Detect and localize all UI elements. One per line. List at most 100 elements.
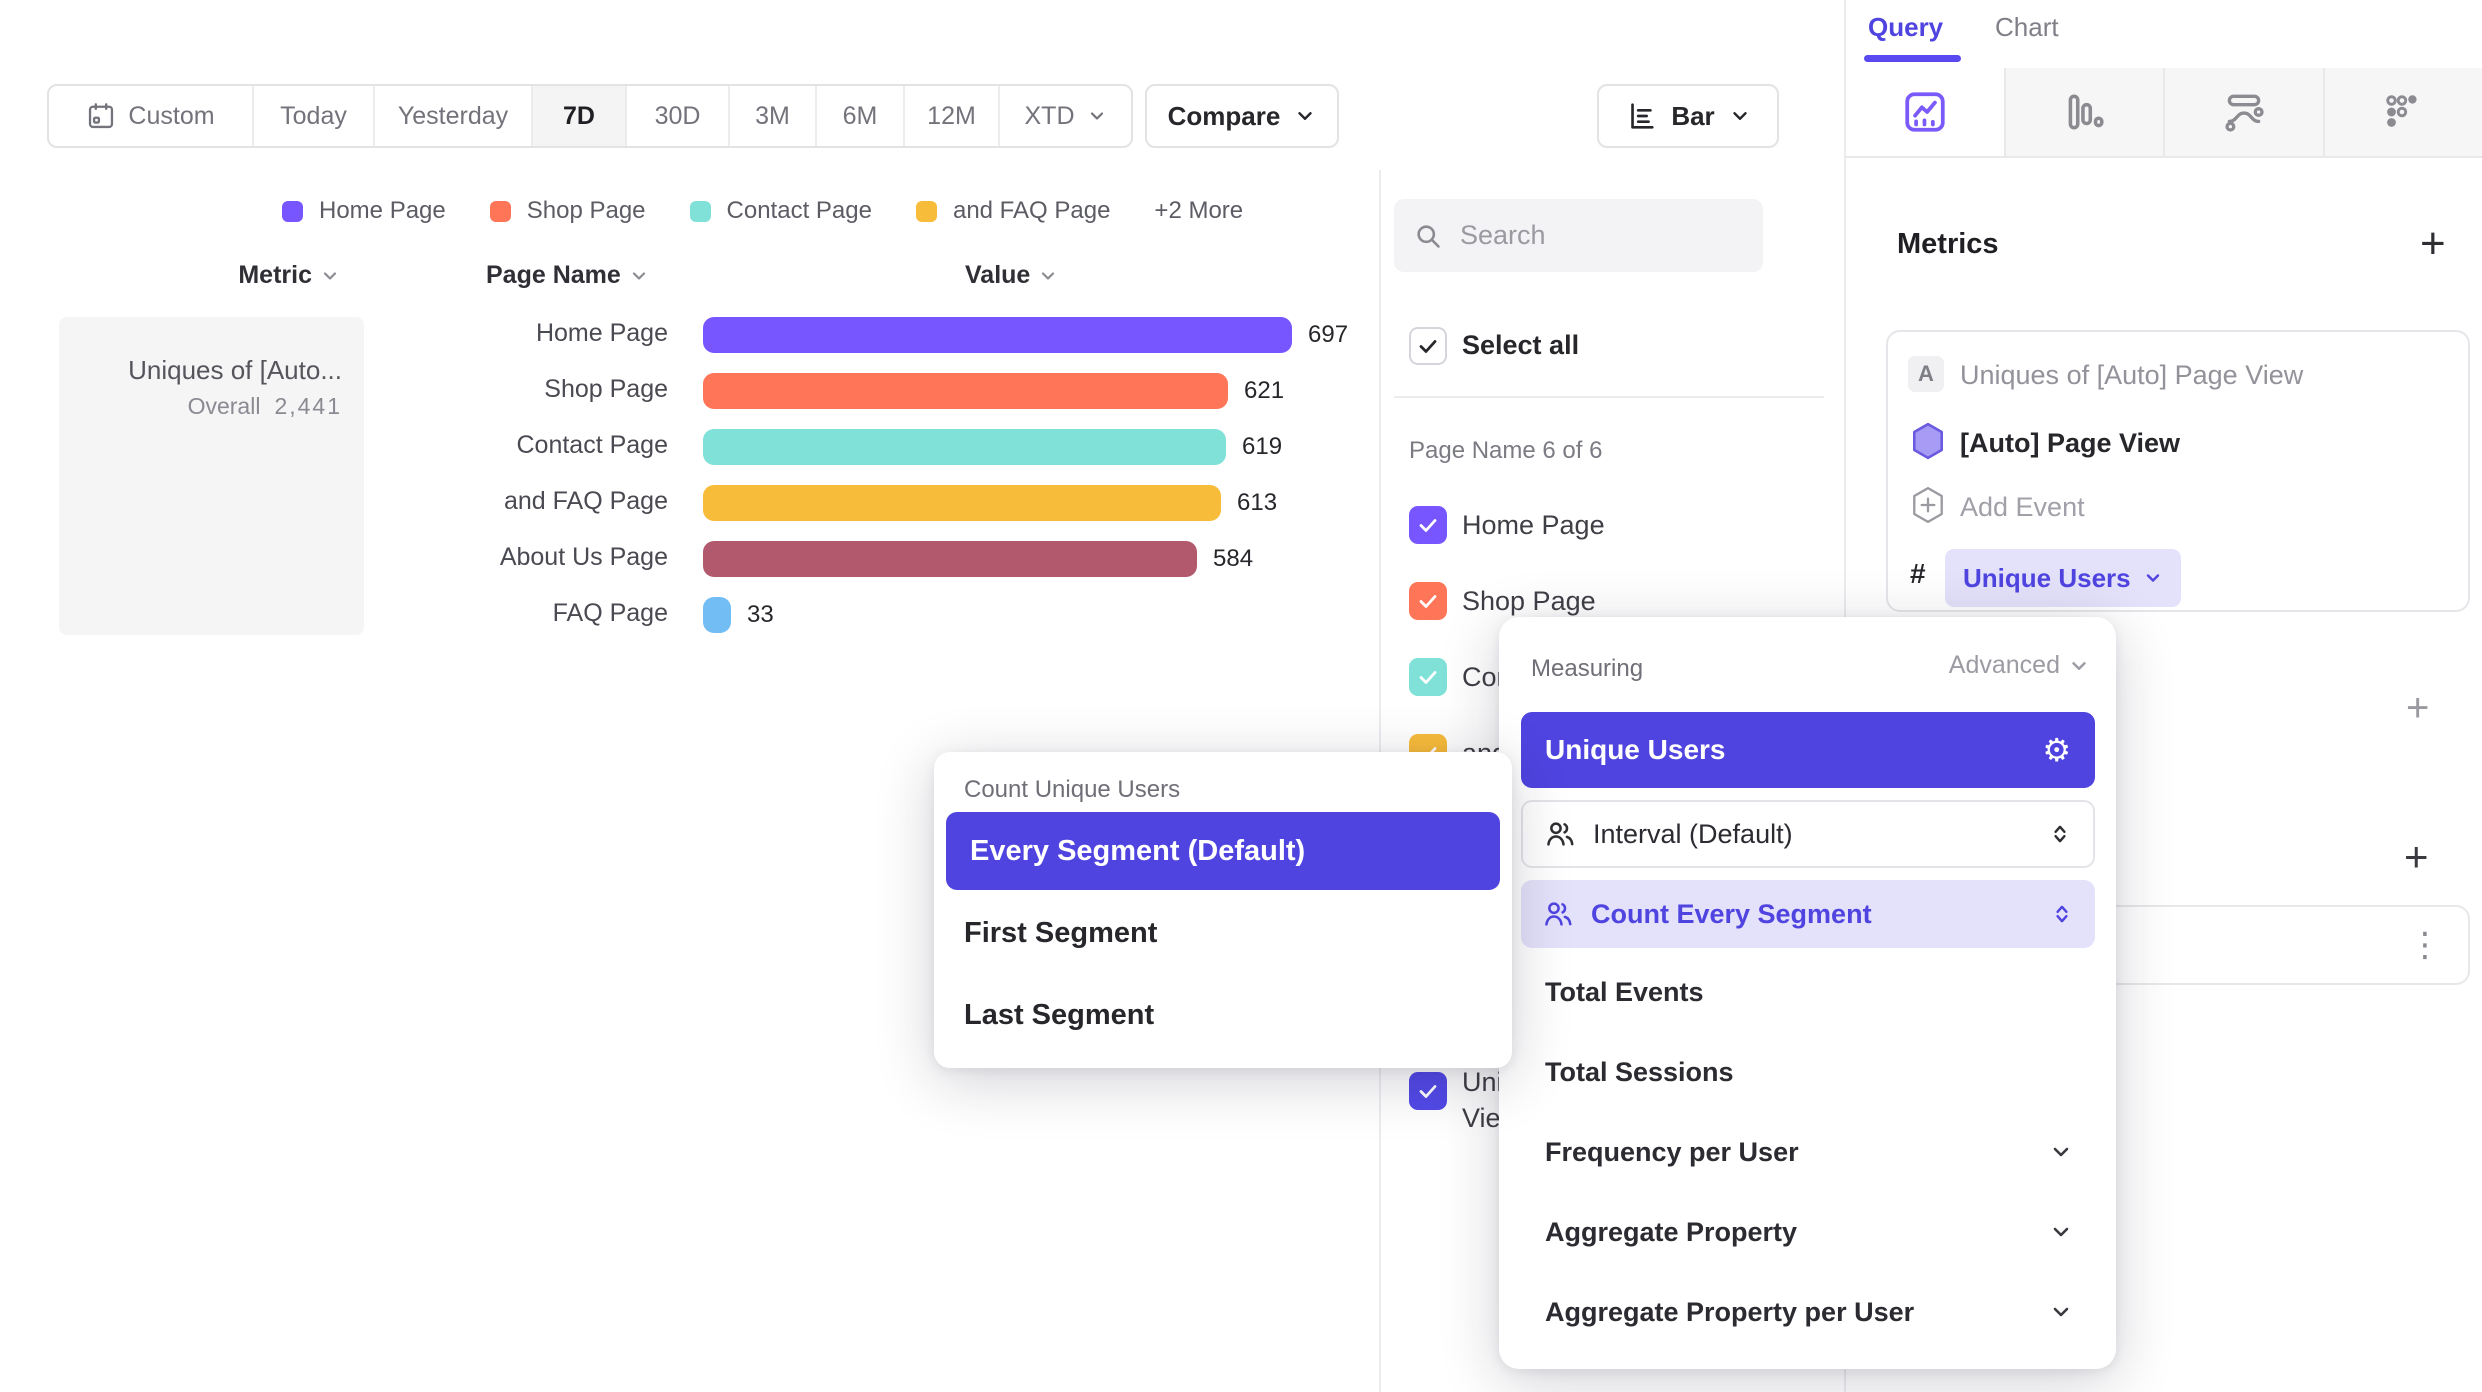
check-icon xyxy=(1419,1085,1437,1098)
date-range-7d[interactable]: 7D xyxy=(533,86,627,146)
users-icon xyxy=(1545,902,1572,926)
legend-label: Shop Page xyxy=(526,197,646,224)
chevron-down-icon xyxy=(1042,271,1055,280)
bar-home-page[interactable] xyxy=(703,317,1292,353)
chevron-down-icon xyxy=(2053,1227,2069,1237)
chart-type-selector[interactable]: Bar xyxy=(1597,84,1779,148)
date-range-12m[interactable]: 12M xyxy=(905,86,1000,146)
check-icon xyxy=(1419,340,1437,353)
date-range-today[interactable]: Today xyxy=(254,86,375,146)
column-header-metric[interactable]: Metric xyxy=(140,261,340,290)
segment-search[interactable] xyxy=(1394,199,1763,272)
segment-option-every-segment[interactable]: Every Segment (Default) xyxy=(946,812,1500,890)
date-range-xtd[interactable]: XTD xyxy=(1000,86,1131,146)
gear-icon[interactable]: ⚙ xyxy=(2042,732,2071,768)
date-range-custom[interactable]: Custom xyxy=(49,86,254,146)
column-header-value[interactable]: Value xyxy=(965,261,1058,290)
date-range-6m[interactable]: 6M xyxy=(817,86,905,146)
filter-checkbox-contact-page[interactable] xyxy=(1409,658,1447,696)
column-header-page-name[interactable]: Page Name xyxy=(486,261,649,290)
segment-option-last-segment[interactable]: Last Segment xyxy=(964,998,1155,1031)
sort-chevrons-icon xyxy=(2054,825,2066,843)
flows-icon xyxy=(2225,94,2264,132)
report-type-tabs xyxy=(1846,68,2482,158)
bar-row-label: FAQ Page xyxy=(552,599,668,627)
column-label: Page Name xyxy=(486,261,621,289)
compare-button[interactable]: Compare xyxy=(1145,84,1339,148)
measure-label: Unique Users xyxy=(1963,562,2131,593)
chevron-down-icon xyxy=(1090,112,1103,120)
bar-about-us-page[interactable] xyxy=(703,541,1197,577)
date-range-label: 30D xyxy=(654,101,701,130)
select-all-checkbox[interactable] xyxy=(1409,327,1447,365)
bar-and-faq-page[interactable] xyxy=(703,485,1221,521)
bar-row-label: About Us Page xyxy=(499,543,668,571)
segment-option-first-segment[interactable]: First Segment xyxy=(964,916,1158,949)
menu-option-frequency-per-user[interactable]: Frequency per User xyxy=(1545,1130,2085,1174)
tab-chart[interactable]: Chart xyxy=(1995,12,2059,42)
filter-checkbox-home-page[interactable] xyxy=(1409,506,1447,544)
search-icon xyxy=(1417,224,1440,248)
date-range-30d[interactable]: 30D xyxy=(627,86,730,146)
menu-option-unique-users[interactable]: Unique Users ⚙ xyxy=(1521,712,2095,788)
bar-faq-page[interactable] xyxy=(703,597,731,633)
legend-swatch xyxy=(282,200,303,222)
metric-overall: Overall 2,441 xyxy=(187,393,342,419)
menu-control-count-every-segment[interactable]: Count Every Segment xyxy=(1521,880,2095,948)
menu-option-aggregate-property-per-user[interactable]: Aggregate Property per User xyxy=(1545,1290,2085,1334)
metric-card[interactable]: A Uniques of [Auto] Page View [Auto] Pag… xyxy=(1886,330,2470,612)
bar-value: 584 xyxy=(1213,545,1254,572)
legend-item[interactable]: and FAQ Page xyxy=(915,197,1110,225)
date-range-label: 7D xyxy=(563,101,595,130)
chevron-down-icon xyxy=(323,271,337,280)
add-metric-button[interactable]: + xyxy=(2420,219,2446,268)
bar-value: 621 xyxy=(1244,377,1285,404)
tab-insights[interactable] xyxy=(1846,68,2004,156)
tab-funnels[interactable] xyxy=(2003,68,2163,156)
advanced-toggle[interactable]: Advanced xyxy=(1949,651,2090,680)
search-input[interactable] xyxy=(1458,219,1718,252)
bar-value: 33 xyxy=(747,601,774,628)
chevron-down-icon xyxy=(1732,112,1747,120)
filter-checkbox-shop-page[interactable] xyxy=(1409,582,1447,620)
chevron-down-icon xyxy=(2053,1307,2069,1317)
retention-icon xyxy=(2386,95,2417,127)
chevron-down-icon xyxy=(2072,661,2086,670)
legend-item[interactable]: Home Page xyxy=(282,197,446,225)
legend-more[interactable]: +2 More xyxy=(1154,197,1244,224)
bar-row-label: Contact Page xyxy=(516,431,669,459)
date-range-yesterday[interactable]: Yesterday xyxy=(375,86,533,146)
tab-retention[interactable] xyxy=(2322,68,2482,156)
legend-item[interactable]: Shop Page xyxy=(489,197,646,225)
chevron-down-icon xyxy=(2053,1147,2069,1157)
add-breakdown-button[interactable]: + xyxy=(2404,833,2429,880)
metric-overall-value: 2,441 xyxy=(274,393,342,419)
event-name[interactable]: [Auto] Page View xyxy=(1960,428,2181,458)
menu-option-total-sessions[interactable]: Total Sessions xyxy=(1545,1056,1734,1087)
list-divider xyxy=(1394,396,1824,398)
add-event-button[interactable]: Add Event xyxy=(1960,492,2085,522)
menu-control-interval[interactable]: Interval (Default) xyxy=(1521,800,2095,868)
date-range-label: Yesterday xyxy=(397,101,509,130)
menu-option-aggregate-property[interactable]: Aggregate Property xyxy=(1545,1210,2085,1254)
tab-flows[interactable] xyxy=(2163,68,2323,156)
kebab-menu-icon[interactable]: ⋮ xyxy=(2408,926,2442,964)
measure-dropdown[interactable]: Unique Users xyxy=(1945,549,2181,607)
legend-item[interactable]: Contact Page xyxy=(689,197,872,225)
bar-shop-page[interactable] xyxy=(703,373,1228,409)
bar-value: 613 xyxy=(1237,489,1278,516)
add-filter-button[interactable]: + xyxy=(2406,686,2430,730)
column-label: Value xyxy=(965,261,1031,289)
metric-summary-card[interactable]: Uniques of [Auto... Overall 2,441 xyxy=(59,317,364,635)
date-range-3m[interactable]: 3M xyxy=(730,86,817,146)
menu-option-total-events[interactable]: Total Events xyxy=(1545,976,1704,1007)
filter-item-uniques-checkbox[interactable] xyxy=(1409,1072,1447,1110)
bar-contact-page[interactable] xyxy=(703,429,1226,465)
tab-query[interactable]: Query xyxy=(1868,12,1944,42)
breakdown-card[interactable]: ⋮ xyxy=(2100,905,2470,985)
bar-chart: Home Page 697 Shop Page 621 Contact Page 619 a… xyxy=(0,0,1379,700)
bar-row-label: and FAQ Page xyxy=(503,487,668,515)
insights-icon xyxy=(1905,92,1945,132)
date-range-label: Custom xyxy=(128,101,215,130)
